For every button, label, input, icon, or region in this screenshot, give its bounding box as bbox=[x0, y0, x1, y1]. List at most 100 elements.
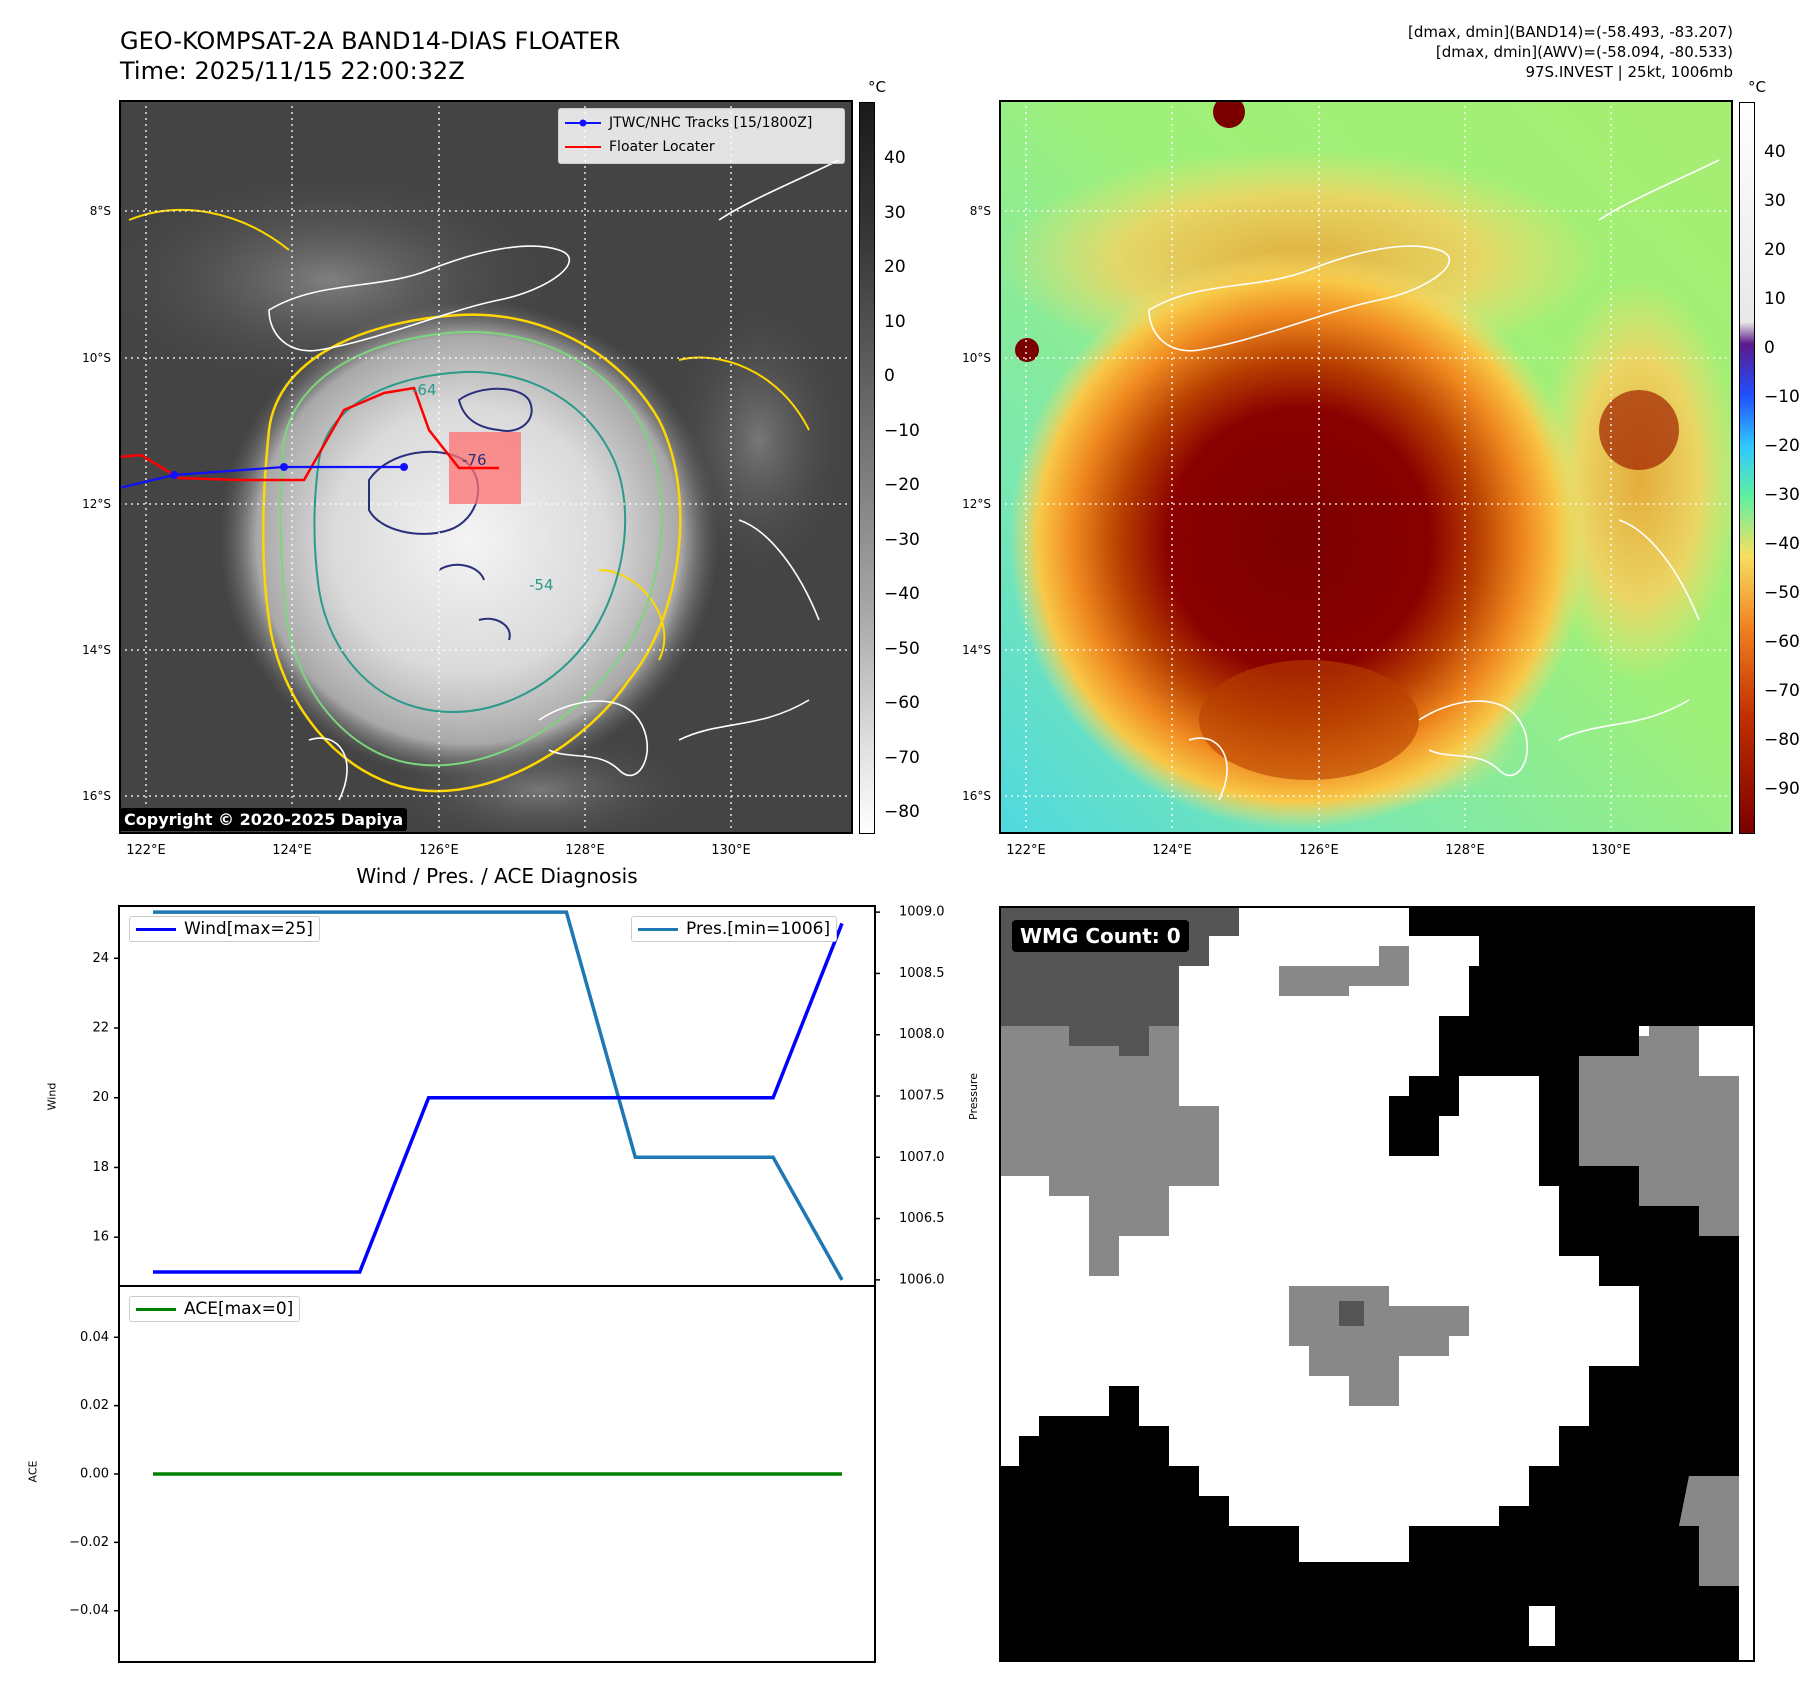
wv-image-panel bbox=[999, 96, 1739, 834]
pressure-tick-label: 1008.5 bbox=[899, 966, 945, 981]
wind-tick-label: 20 bbox=[92, 1090, 109, 1105]
floater-locater-line bbox=[118, 386, 499, 482]
title-line-1: GEO-KOMPSAT-2A BAND14-DIAS FLOATER bbox=[120, 27, 621, 55]
wind-series-line bbox=[153, 922, 844, 1274]
pressure-tick-label: 1007.0 bbox=[899, 1150, 945, 1165]
wv-colorbar-tick: −50 bbox=[1764, 583, 1800, 603]
wind-tick-label: 16 bbox=[92, 1230, 109, 1245]
ir-colorbar-tick: −30 bbox=[884, 529, 920, 550]
ace-legend-swatch bbox=[136, 1307, 176, 1311]
wv-colorbar-tick: 0 bbox=[1764, 338, 1775, 358]
ir-lon-label: 124°E bbox=[272, 843, 312, 858]
ace-legend-label: ACE[max=0] bbox=[184, 1299, 294, 1319]
contour-label: -76 bbox=[462, 451, 487, 469]
wv-panel-frame bbox=[999, 100, 1733, 834]
ir-colorbar-tick: −20 bbox=[884, 475, 920, 495]
ir-colorbar-tick: −80 bbox=[884, 802, 920, 822]
wv-colorbar-tick: −10 bbox=[1764, 387, 1800, 407]
ir-colorbar-tick: 30 bbox=[884, 202, 906, 223]
wind-tick-label: 18 bbox=[92, 1160, 109, 1175]
info-line-1: [dmax, dmin](BAND14)=(-58.493, -83.207) bbox=[1408, 23, 1733, 41]
wv-lon-label: 122°E bbox=[1006, 843, 1046, 858]
wind-tick-label: 22 bbox=[92, 1021, 109, 1036]
pressure-tick-label: 1006.5 bbox=[899, 1211, 945, 1226]
wv-colorbar-tick: −60 bbox=[1764, 632, 1800, 652]
ace-axis-label: ACE bbox=[26, 1460, 40, 1483]
ir-lat-label: 16°S bbox=[82, 789, 111, 803]
ir-colorbar-unit: °C bbox=[868, 78, 886, 96]
ace-tick-label: −0.04 bbox=[69, 1603, 109, 1618]
ir-legend: JTWC/NHC Tracks [15/1800Z] Floater Locat… bbox=[558, 108, 845, 164]
wv-lat-label: 16°S bbox=[962, 789, 991, 803]
ir-colorbar-tick: −60 bbox=[884, 693, 920, 713]
pressure-tick-label: 1009.0 bbox=[899, 905, 945, 920]
ir-lat-label: 14°S bbox=[82, 643, 111, 657]
ace-tick-label: −0.02 bbox=[69, 1535, 109, 1550]
ir-lon-label: 128°E bbox=[565, 843, 605, 858]
wv-lon-label: 126°E bbox=[1299, 843, 1339, 858]
ir-colorbar-tick: 0 bbox=[884, 366, 895, 386]
ir-lat-label: 8°S bbox=[89, 204, 111, 218]
ace-legend: ACE[max=0] bbox=[129, 1296, 301, 1322]
pressure-tick-label: 1007.5 bbox=[899, 1089, 945, 1104]
wv-lat-label: 14°S bbox=[962, 643, 991, 657]
ir-lon-label: 122°E bbox=[126, 843, 166, 858]
ir-colorbar bbox=[859, 102, 875, 834]
jtwc-track-line bbox=[118, 465, 404, 490]
track-point bbox=[280, 463, 288, 471]
info-line-3: 97S.INVEST | 25kt, 1006mb bbox=[1525, 63, 1733, 81]
wv-lon-label: 128°E bbox=[1445, 843, 1485, 858]
ir-colorbar-tick: −70 bbox=[884, 747, 920, 768]
wv-lat-label: 10°S bbox=[962, 351, 991, 365]
wv-lat-label: 12°S bbox=[962, 497, 991, 511]
wv-colorbar-tick: −70 bbox=[1764, 681, 1800, 701]
wmg-count-badge: WMG Count: 0 bbox=[1012, 920, 1189, 952]
pressure-tick-label: 1006.0 bbox=[899, 1272, 945, 1287]
wv-colorbar-tick: 40 bbox=[1764, 142, 1786, 162]
pressure-tick-label: 1008.0 bbox=[899, 1027, 945, 1042]
wv-lat-label: 8°S bbox=[969, 204, 991, 218]
wv-colorbar-tick: −80 bbox=[1764, 730, 1800, 750]
wv-colorbar-unit: °C bbox=[1748, 78, 1766, 96]
pressure-axis-label: Pressure bbox=[966, 1073, 980, 1120]
track-point bbox=[400, 463, 408, 471]
contour-label: -64 bbox=[412, 381, 437, 399]
ir-lat-label: 12°S bbox=[82, 497, 111, 511]
ir-image-panel: -64 -76 -54 bbox=[99, 100, 853, 850]
wmg-panel-frame bbox=[999, 906, 1755, 1662]
wv-colorbar-tick: −40 bbox=[1764, 534, 1800, 554]
diagnosis-title: Wind / Pres. / ACE Diagnosis bbox=[356, 864, 638, 888]
wv-colorbar-tick: −30 bbox=[1764, 485, 1800, 505]
legend-floater-locater: Floater Locater bbox=[609, 139, 715, 155]
title-line-2: Time: 2025/11/15 22:00:32Z bbox=[120, 57, 465, 85]
wv-colorbar-tick: 30 bbox=[1764, 191, 1786, 211]
ir-colorbar-tick: −10 bbox=[884, 420, 920, 441]
wv-colorbar-tick: −20 bbox=[1764, 436, 1800, 456]
info-line-2: [dmax, dmin](AWV)=(-58.094, -80.533) bbox=[1435, 43, 1733, 61]
wv-lon-label: 130°E bbox=[1591, 843, 1631, 858]
wv-lon-label: 124°E bbox=[1152, 843, 1192, 858]
wv-colorbar-tick: 10 bbox=[1764, 289, 1786, 309]
wv-colorbar-tick: −90 bbox=[1764, 779, 1800, 799]
wind-axis-label: Wind bbox=[45, 1082, 59, 1111]
ir-colorbar-tick: 40 bbox=[884, 148, 906, 168]
pressure-legend-label: Pres.[min=1006] bbox=[686, 919, 831, 939]
ir-panel-frame bbox=[119, 100, 853, 834]
ir-lon-label: 126°E bbox=[419, 843, 459, 858]
contour-label: -54 bbox=[529, 576, 554, 594]
pressure-legend: Pres.[min=1006] bbox=[631, 916, 838, 942]
wind-tick-label: 24 bbox=[92, 951, 109, 966]
ir-colorbar-tick: 10 bbox=[884, 311, 906, 332]
ace-tick-label: 0.02 bbox=[80, 1398, 109, 1413]
wind-legend: Wind[max=25] bbox=[129, 916, 320, 942]
ir-colorbar-tick: 20 bbox=[884, 257, 906, 277]
legend-jtwc-tracks: JTWC/NHC Tracks [15/1800Z] bbox=[609, 115, 813, 131]
copyright-badge: Copyright © 2020-2025 Dapiya bbox=[120, 808, 408, 831]
wind-legend-swatch bbox=[136, 927, 176, 931]
wv-colorbar bbox=[1739, 102, 1755, 834]
wv-colorbar-tick: 20 bbox=[1764, 240, 1786, 260]
ir-lon-label: 130°E bbox=[711, 843, 751, 858]
wmg-panel bbox=[999, 906, 1755, 1662]
ir-lat-label: 10°S bbox=[82, 351, 111, 365]
